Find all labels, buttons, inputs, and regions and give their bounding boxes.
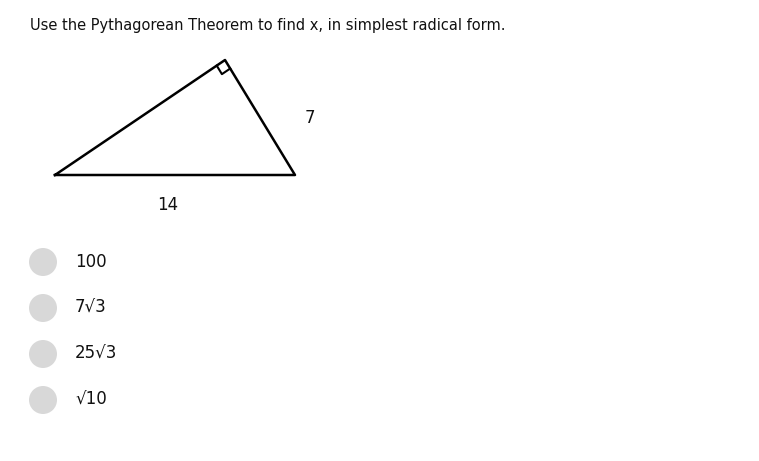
Circle shape — [29, 340, 57, 368]
Circle shape — [29, 386, 57, 414]
Text: 25√3: 25√3 — [75, 345, 118, 363]
Text: 14: 14 — [157, 196, 178, 214]
Text: Use the Pythagorean Theorem to find x, in simplest radical form.: Use the Pythagorean Theorem to find x, i… — [30, 18, 505, 33]
Circle shape — [29, 248, 57, 276]
Text: √10: √10 — [75, 391, 107, 409]
Circle shape — [29, 294, 57, 322]
Text: 7√3: 7√3 — [75, 299, 107, 317]
Text: 7: 7 — [305, 109, 316, 127]
Text: 100: 100 — [75, 253, 106, 271]
